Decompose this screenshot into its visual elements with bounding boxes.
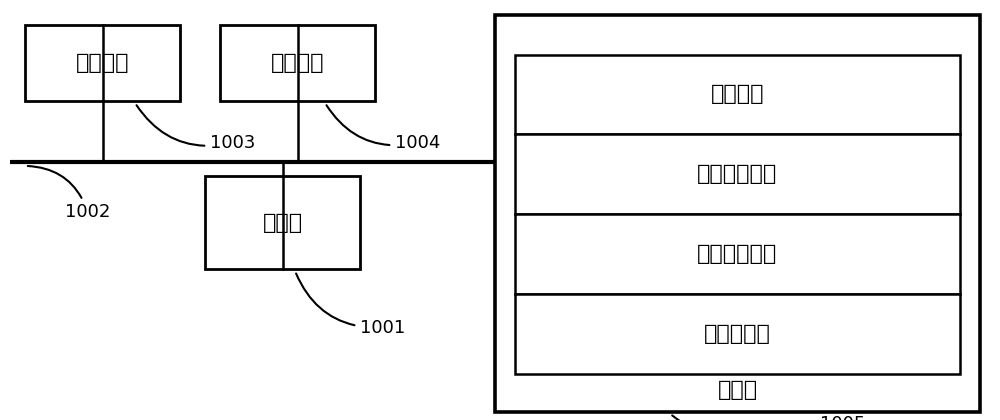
Bar: [515, 214, 960, 294]
Text: 处理器: 处理器: [262, 213, 303, 233]
Text: 存储器: 存储器: [717, 380, 758, 399]
Text: 1002: 1002: [28, 166, 110, 221]
Text: 用户接口: 用户接口: [76, 53, 129, 73]
Text: 1003: 1003: [137, 105, 255, 152]
Bar: [515, 294, 960, 374]
Text: 网络接口: 网络接口: [271, 53, 324, 73]
Bar: [495, 15, 980, 412]
Bar: [515, 134, 960, 214]
Text: 用户接口模块: 用户接口模块: [697, 244, 778, 264]
Text: 操作系统: 操作系统: [711, 84, 764, 105]
Bar: [515, 55, 960, 134]
Bar: [25, 25, 180, 101]
Text: 1005: 1005: [672, 415, 865, 420]
Text: 网络通信模块: 网络通信模块: [697, 164, 778, 184]
Bar: [205, 176, 360, 269]
Text: 计算机程序: 计算机程序: [704, 324, 771, 344]
Bar: [220, 25, 375, 101]
Text: 1004: 1004: [326, 105, 440, 152]
Text: 1001: 1001: [296, 273, 405, 336]
